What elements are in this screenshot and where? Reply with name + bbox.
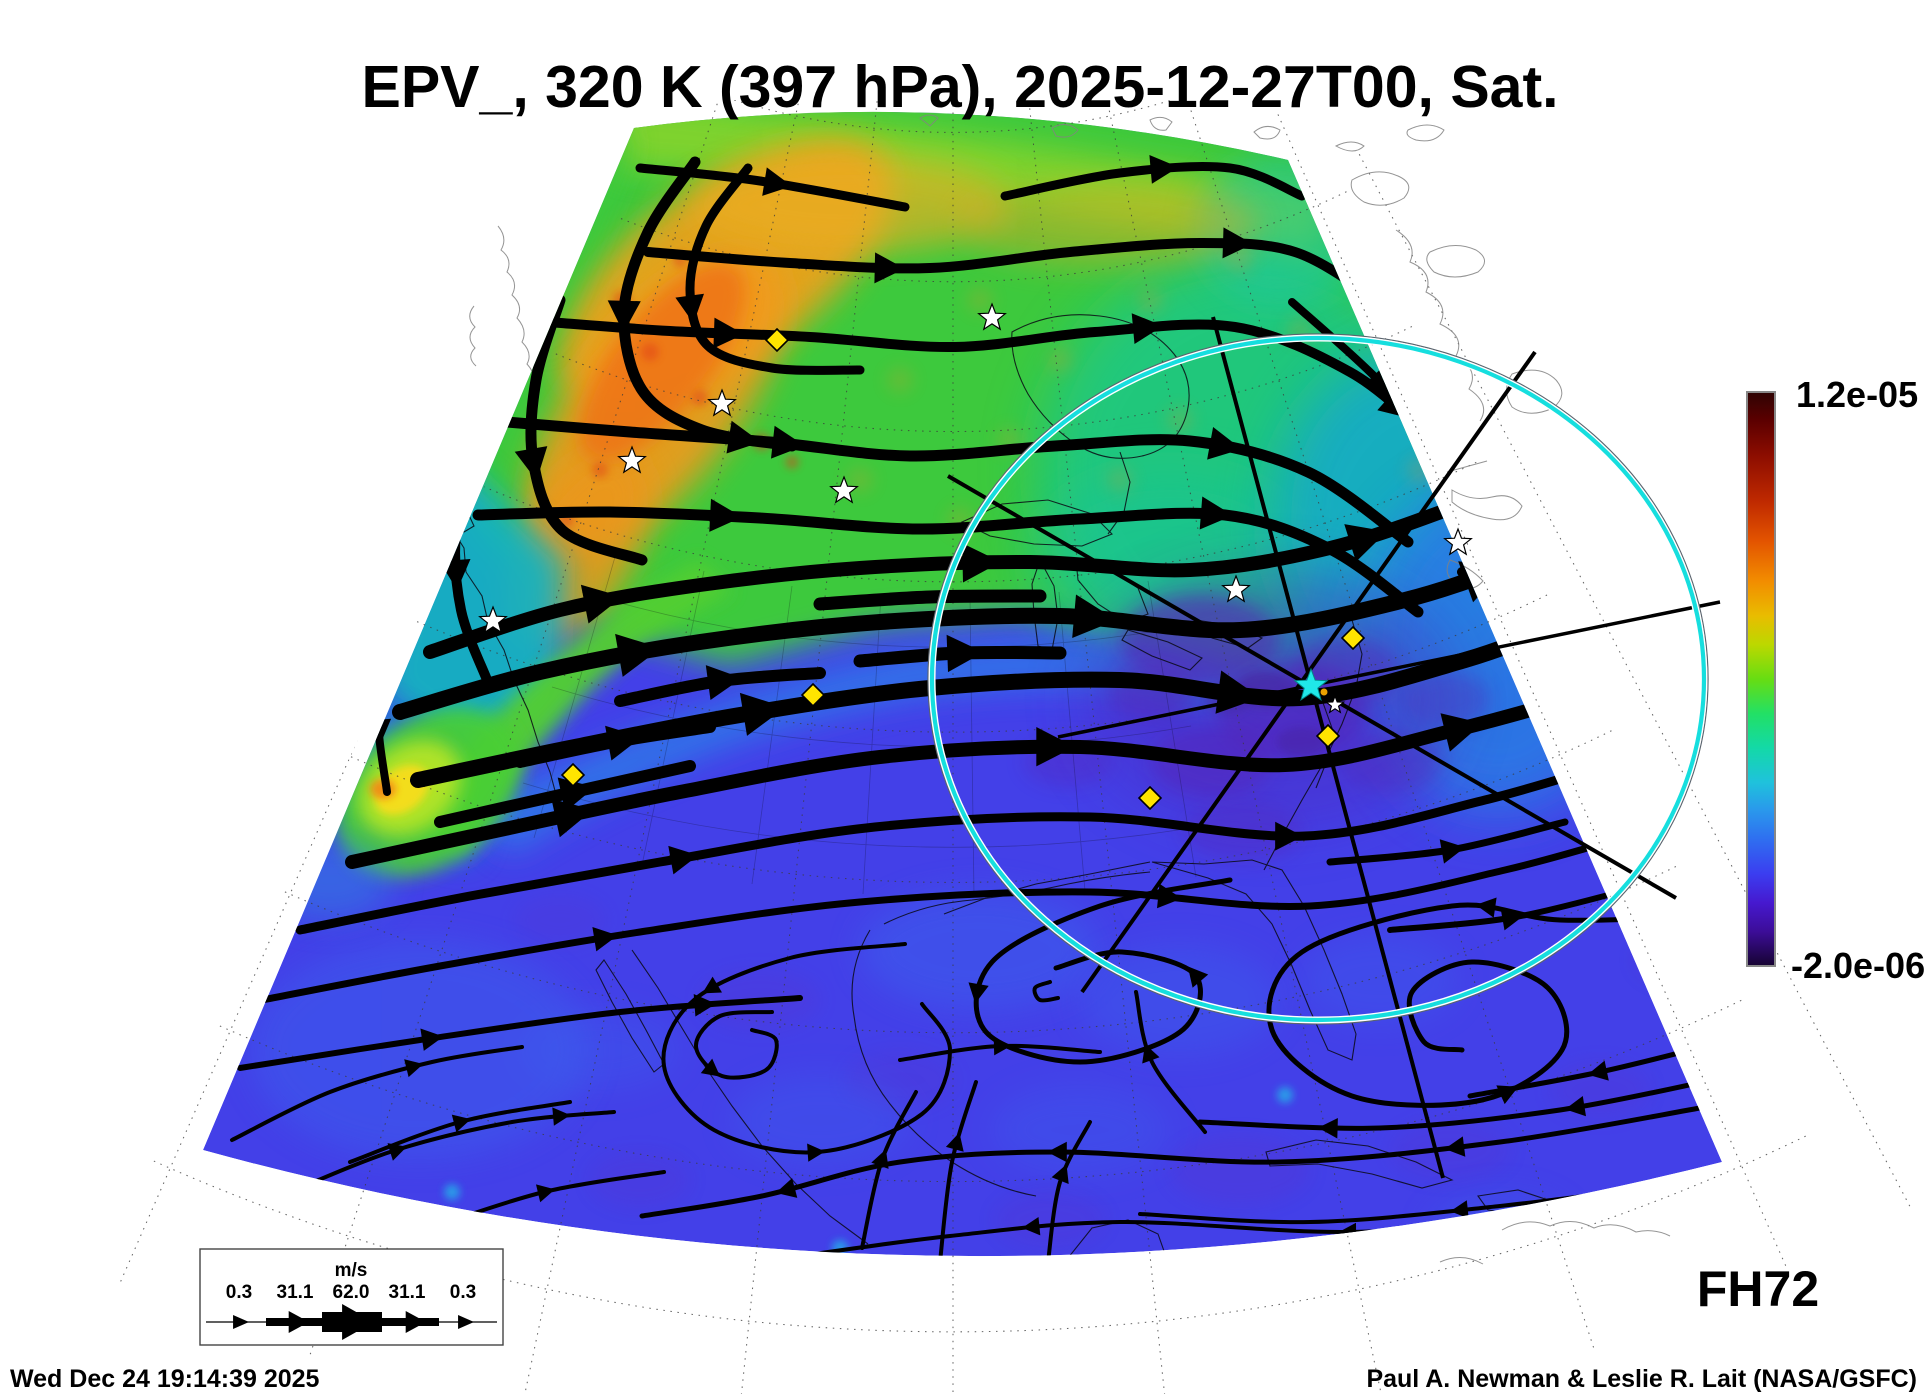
svg-text:0.3: 0.3	[226, 1282, 252, 1303]
svg-text:EPV_, 320 K (397 hPa), 2025-12: EPV_, 320 K (397 hPa), 2025-12-27T00, Sa…	[361, 54, 1558, 120]
svg-text:1.2e-05: 1.2e-05	[1796, 374, 1918, 415]
svg-text:Wed Dec 24 19:14:39 2025: Wed Dec 24 19:14:39 2025	[10, 1365, 320, 1393]
svg-text:m/s: m/s	[335, 1260, 368, 1281]
svg-text:62.0: 62.0	[333, 1282, 370, 1303]
svg-text:31.1: 31.1	[389, 1282, 426, 1303]
svg-text:Paul A. Newman & Leslie R. Lai: Paul A. Newman & Leslie R. Lait (NASA/GS…	[1366, 1365, 1917, 1393]
svg-text:FH72: FH72	[1697, 1261, 1819, 1317]
svg-text:0.3: 0.3	[450, 1282, 476, 1303]
svg-text:-2.0e-06: -2.0e-06	[1791, 945, 1925, 986]
svg-text:31.1: 31.1	[277, 1282, 314, 1303]
